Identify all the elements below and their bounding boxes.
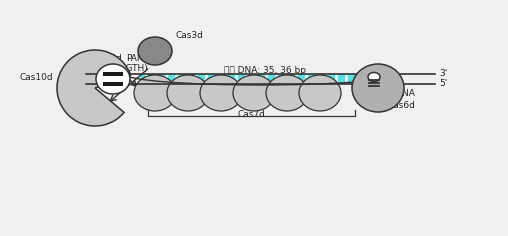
- Ellipse shape: [368, 72, 380, 81]
- Text: Cas6d: Cas6d: [388, 101, 416, 110]
- Ellipse shape: [96, 64, 130, 94]
- Text: Cas7d: Cas7d: [238, 110, 266, 119]
- Text: PAM
(GTH): PAM (GTH): [122, 54, 148, 73]
- Text: Cas10d: Cas10d: [19, 73, 53, 83]
- Ellipse shape: [134, 75, 176, 111]
- Ellipse shape: [233, 75, 275, 111]
- Text: Cas5d: Cas5d: [94, 54, 122, 63]
- Text: 5': 5': [74, 69, 82, 79]
- Ellipse shape: [299, 75, 341, 111]
- Ellipse shape: [352, 64, 404, 112]
- Ellipse shape: [200, 75, 242, 111]
- Ellipse shape: [138, 37, 172, 65]
- Text: 5': 5': [439, 80, 447, 88]
- Wedge shape: [57, 50, 131, 126]
- Text: 3': 3': [439, 69, 447, 79]
- Text: crRNA: crRNA: [388, 88, 416, 97]
- Bar: [103, 72, 123, 76]
- Bar: [103, 82, 123, 86]
- Text: 標的 DNA: 35, 36 bp: 標的 DNA: 35, 36 bp: [224, 66, 306, 75]
- Ellipse shape: [167, 75, 209, 111]
- Text: 3': 3': [74, 80, 82, 88]
- Bar: [140, 74, 372, 84]
- Ellipse shape: [266, 75, 308, 111]
- Text: Cas3d: Cas3d: [175, 30, 203, 39]
